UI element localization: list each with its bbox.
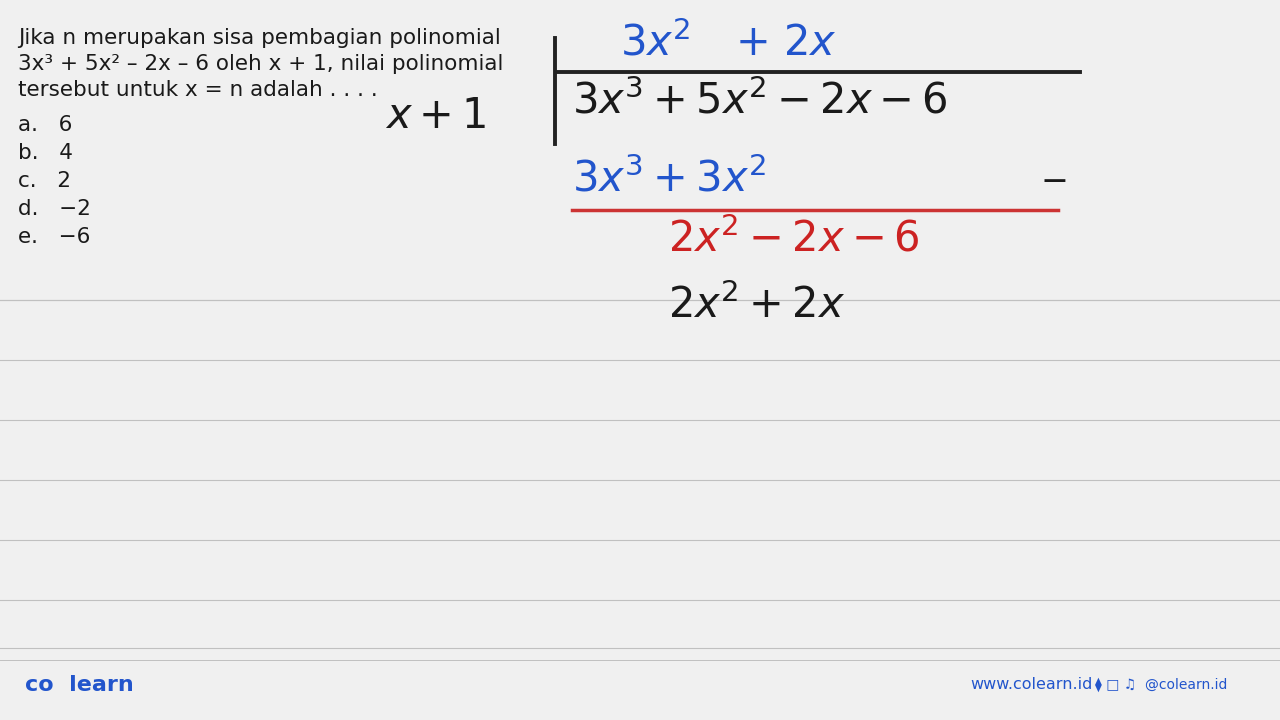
Text: d.   −2: d. −2 [18,199,91,219]
Text: $\mathit{3x^2}$: $\mathit{3x^2}$ [620,22,691,65]
Text: $\mathit{+\ 2x}$: $\mathit{+\ 2x}$ [735,22,837,64]
Text: 3x³ + 5x² – 2x – 6 oleh x + 1, nilai polinomial: 3x³ + 5x² – 2x – 6 oleh x + 1, nilai pol… [18,54,503,74]
Text: $\mathit{3x^3+3x^2}$: $\mathit{3x^3+3x^2}$ [572,158,767,200]
Text: $-$: $-$ [1039,163,1066,196]
Text: www.colearn.id: www.colearn.id [970,677,1092,692]
Text: c.   2: c. 2 [18,171,70,191]
Text: e.   −6: e. −6 [18,227,91,247]
Text: Jika n merupakan sisa pembagian polinomial: Jika n merupakan sisa pembagian polinomi… [18,28,500,48]
Text: b.   4: b. 4 [18,143,73,163]
Text: $\mathit{2x^2+2x}$: $\mathit{2x^2+2x}$ [668,284,845,326]
Text: $\mathit{2x^2-2x-6}$: $\mathit{2x^2-2x-6}$ [668,218,920,261]
Text: $\mathit{x+1}$: $\mathit{x+1}$ [385,95,486,137]
Text: tersebut untuk x = n adalah . . . .: tersebut untuk x = n adalah . . . . [18,80,378,100]
Text: ⧫ □ ♫  @colearn.id: ⧫ □ ♫ @colearn.id [1094,677,1228,692]
Text: co  learn: co learn [26,675,133,695]
Text: $\mathit{3x^3+5x^2-2x-6}$: $\mathit{3x^3+5x^2-2x-6}$ [572,80,947,122]
Text: a.   6: a. 6 [18,115,73,135]
